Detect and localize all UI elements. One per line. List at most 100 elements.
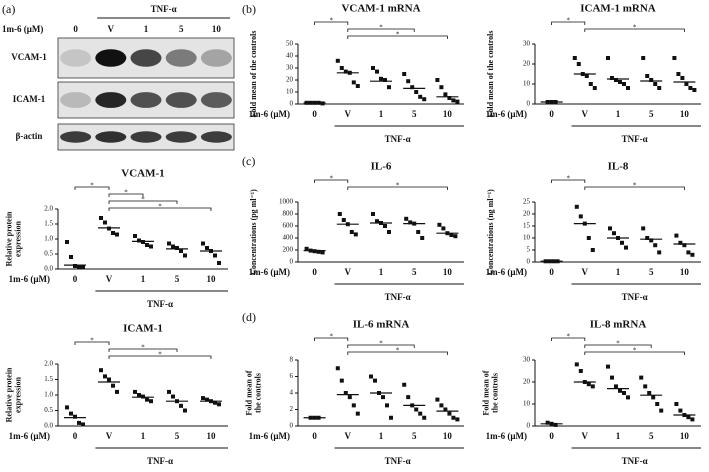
data-point: [335, 366, 340, 371]
blot-band: [165, 49, 197, 67]
data-point: [406, 395, 411, 400]
x-tick-label: 1: [379, 431, 384, 441]
data-point: [590, 384, 595, 389]
data-point: [145, 397, 149, 402]
data-point: [349, 230, 354, 234]
data-point: [103, 220, 107, 225]
significance-label: *: [141, 196, 145, 204]
data-point: [453, 234, 458, 239]
data-point: [420, 236, 425, 240]
data-point: [410, 85, 415, 90]
data-point: [584, 74, 589, 78]
data-point: [610, 375, 614, 380]
data-point: [404, 216, 409, 221]
blot-band: [165, 131, 197, 143]
blot-band: [200, 92, 232, 108]
chart-title: VCAM-1 mRNA: [341, 3, 420, 15]
x-tick-label: 10: [680, 109, 690, 119]
data-point: [217, 261, 221, 265]
x-tick-label: 10: [207, 431, 217, 441]
data-point: [183, 253, 187, 258]
data-point: [355, 84, 360, 88]
data-point: [402, 382, 407, 387]
data-point: [304, 246, 309, 251]
data-point: [690, 252, 695, 257]
panel-label: (c): [242, 154, 255, 168]
data-point: [643, 384, 648, 389]
y-axis-label: Concentrations (pg ml⁻¹): [249, 189, 258, 275]
data-point: [655, 402, 660, 406]
data-point: [647, 391, 652, 395]
data-point: [447, 411, 452, 416]
data-point: [73, 414, 77, 419]
data-point: [205, 246, 209, 250]
x-tick-label: V: [582, 431, 589, 441]
y-axis-label: Concentrations (ng ml⁻¹): [486, 189, 495, 275]
blot-band: [60, 131, 92, 143]
y-tick-label: 20: [523, 60, 531, 68]
data-point: [107, 377, 111, 382]
data-point: [99, 216, 103, 220]
data-point: [614, 78, 618, 82]
y-tick-label: 10: [286, 88, 294, 96]
data-point: [620, 240, 624, 245]
data-point: [69, 255, 73, 259]
y-tick-label: 10: [523, 234, 531, 242]
data-point: [373, 378, 377, 383]
significance-bracket: [347, 35, 448, 39]
panel-label: (d): [242, 310, 256, 324]
significance-bracket: [551, 179, 586, 183]
data-point: [447, 96, 452, 100]
blot-band: [130, 92, 162, 108]
y-tick-label: 2: [290, 405, 294, 413]
significance-bracket: [584, 344, 652, 348]
panel-label: (b): [242, 2, 256, 16]
y-tick-label: 0: [290, 258, 294, 266]
data-point: [408, 220, 413, 225]
data-point: [316, 249, 321, 254]
y-tick-label: 20: [523, 210, 531, 218]
data-point: [414, 90, 419, 94]
data-point: [441, 226, 446, 231]
x-tick-label: 10: [443, 267, 453, 277]
data-point: [653, 243, 658, 248]
y-tick-label: 1.0: [44, 391, 53, 399]
x-tick-label: 1: [616, 267, 621, 277]
x-axis-label: 1m-6 (μM): [486, 109, 527, 119]
x-tick-label: 10: [680, 431, 690, 441]
x-tick-label: 1: [616, 431, 621, 441]
data-point: [626, 86, 630, 90]
data-point: [351, 80, 356, 85]
significance-label: *: [396, 31, 400, 39]
data-point: [443, 407, 448, 412]
y-axis-label: Fold mean of: [244, 370, 253, 415]
data-point: [171, 394, 175, 399]
y-tick-label: 5: [527, 246, 531, 254]
data-point: [133, 389, 137, 394]
x-tick-label: 1: [141, 431, 146, 441]
data-point: [612, 231, 616, 236]
data-point: [389, 415, 393, 420]
data-point: [455, 417, 460, 422]
dose: 5: [179, 24, 184, 34]
data-point: [343, 69, 348, 74]
data-point: [145, 243, 149, 247]
group-label: TNF-α: [385, 292, 411, 302]
data-point: [341, 218, 346, 222]
data-point: [451, 98, 456, 103]
data-point: [592, 86, 597, 90]
significance-bracket: [314, 179, 349, 183]
x-tick-label: 5: [412, 109, 417, 119]
x-axis-label: 1m-6 (μM): [249, 267, 290, 277]
x-tick-label: 5: [175, 431, 180, 441]
data-point: [402, 72, 407, 76]
blot-band: [130, 131, 162, 143]
data-point: [590, 248, 595, 252]
data-point: [418, 411, 423, 416]
y-tick-label: 1.5: [44, 220, 53, 228]
significance-label: *: [616, 340, 620, 348]
significance-label: *: [633, 182, 637, 190]
data-point: [586, 236, 591, 240]
x-axis-label: 1m-6 (μM): [249, 109, 290, 119]
data-point: [339, 66, 344, 70]
